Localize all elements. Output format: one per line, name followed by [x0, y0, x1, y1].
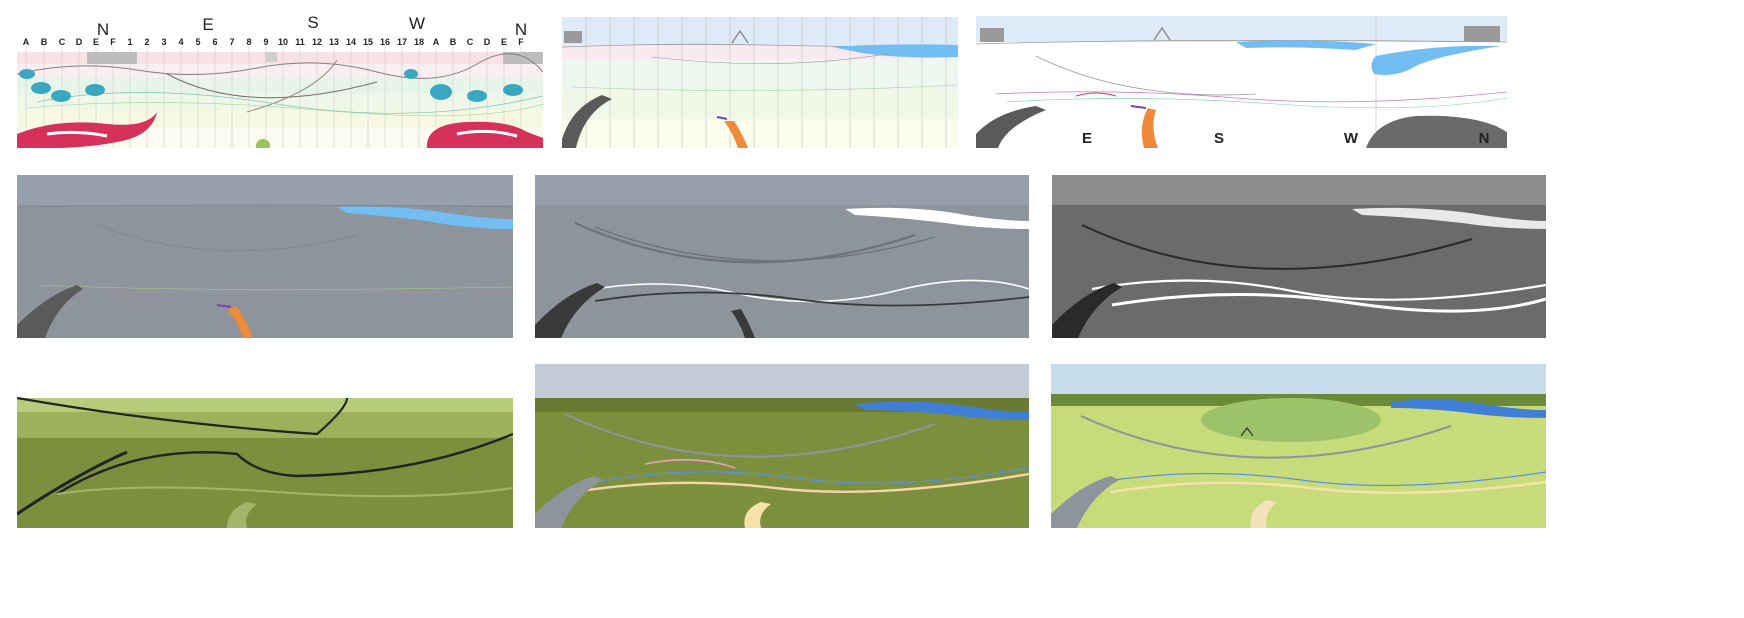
compass-heading-1: N — [96, 20, 110, 39]
grid-sketch-drawing — [17, 12, 543, 148]
grid-label: E — [500, 37, 508, 47]
grid-label: D — [483, 37, 491, 47]
compass-heading-n: N — [1478, 130, 1490, 147]
compass-heading-4: W — [408, 14, 426, 33]
panel-green-map-1 — [17, 364, 513, 528]
panel-green-map-3 — [1051, 364, 1546, 528]
compass-heading-w: W — [1343, 130, 1359, 147]
grid-label: D — [75, 37, 83, 47]
panel-white-sketch: E S W N — [976, 16, 1507, 148]
grid-label: 11 — [295, 37, 305, 47]
compass-heading-2: E — [202, 15, 214, 34]
grid-label: 16 — [379, 37, 391, 47]
grid-label: 13 — [328, 37, 340, 47]
grid-label: 14 — [345, 37, 357, 47]
grid-label: 9 — [263, 37, 269, 47]
green-map-drawing-1 — [17, 364, 513, 528]
compass-heading-3: S — [307, 13, 319, 32]
grid-label: A — [432, 37, 440, 47]
grid-label: 2 — [144, 37, 150, 47]
magenta-shapes — [17, 112, 543, 148]
grid-label: 15 — [362, 37, 374, 47]
grid-label: B — [40, 37, 48, 47]
grid-label: 3 — [161, 37, 167, 47]
panel-grey-map-1 — [17, 175, 513, 338]
teal-ponds — [19, 69, 523, 102]
grid-label: 7 — [229, 37, 235, 47]
grid-label: 17 — [396, 37, 408, 47]
grid-label: 10 — [277, 37, 289, 47]
grey-map-drawing-1 — [17, 175, 513, 338]
grid-label: C — [58, 37, 66, 47]
grid-label: B — [449, 37, 457, 47]
grid-label: E — [92, 37, 100, 47]
panel-green-map-2 — [535, 364, 1029, 528]
green-map-drawing-3 — [1051, 364, 1546, 528]
compass-heading-e: E — [1081, 130, 1093, 147]
compass-heading-s: S — [1213, 130, 1225, 147]
grey-map-drawing-3 — [1052, 175, 1546, 338]
grid-label: 4 — [178, 37, 184, 47]
grid-label: F — [518, 37, 524, 47]
panel-light-sketch — [562, 17, 958, 148]
grid-label: 18 — [413, 37, 425, 47]
panel-grey-map-2 — [535, 175, 1029, 338]
panel-grey-map-3 — [1052, 175, 1546, 338]
panel-grid-sketch: N E S W N — [17, 12, 543, 148]
grey-map-drawing-2 — [535, 175, 1029, 338]
grid-label: 12 — [311, 37, 323, 47]
grid-label: 1 — [127, 37, 133, 47]
grid-label: 8 — [246, 37, 252, 47]
grid-label: 5 — [195, 37, 201, 47]
white-sketch-drawing — [976, 16, 1507, 148]
light-sketch-drawing — [562, 17, 958, 148]
grid-label: C — [466, 37, 474, 47]
grid-label: F — [110, 37, 116, 47]
vertical-grid — [585, 17, 947, 148]
grid-label: 6 — [212, 37, 218, 47]
grid-label: A — [22, 37, 30, 47]
compass-heading-5: N — [514, 20, 528, 39]
green-map-drawing-2 — [535, 364, 1029, 528]
